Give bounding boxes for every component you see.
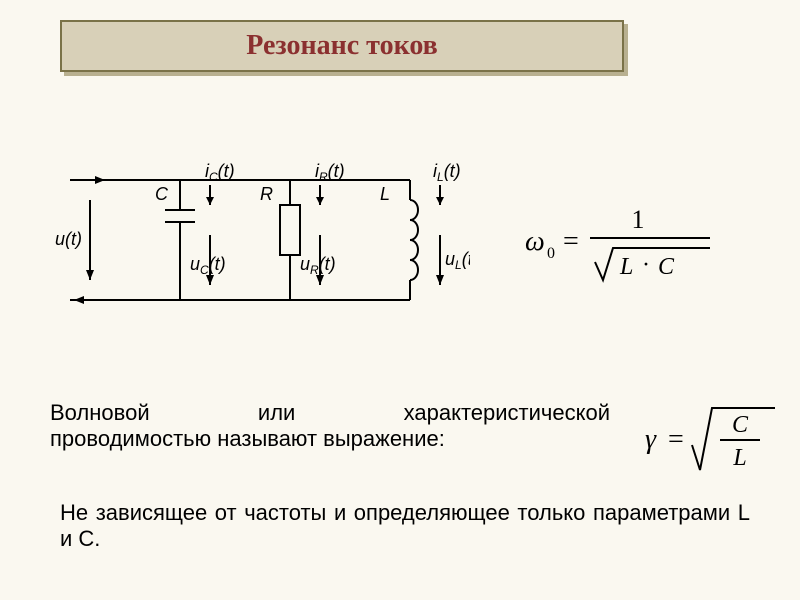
- label-R: R: [260, 184, 273, 204]
- label-L: L: [380, 184, 390, 204]
- formula-omega0: ω 0 = 1 L · C: [520, 200, 740, 295]
- svg-text:L: L: [732, 445, 746, 471]
- formula-gamma: γ = C L: [640, 400, 790, 485]
- svg-text:=: =: [563, 226, 579, 257]
- svg-text:0: 0: [547, 245, 555, 262]
- svg-text:1: 1: [632, 205, 645, 234]
- label-uR: uR(t): [300, 254, 336, 277]
- circuit-svg: u(t) C iC(t) uC(t) R iR(t) uR(t) L iL(t)…: [50, 150, 470, 330]
- svg-text:C: C: [732, 412, 749, 438]
- text1-line2: проводимостью называют выражение:: [50, 426, 610, 452]
- svg-text:γ: γ: [645, 424, 657, 455]
- text1-word1: Волновой: [50, 400, 150, 426]
- label-u: u(t): [55, 229, 82, 249]
- text-wave-conductance: Волновой или характеристической проводим…: [50, 400, 610, 452]
- svg-text:=: =: [668, 424, 684, 455]
- title-box: Резонанс токов: [60, 20, 624, 72]
- label-iL: iL(t): [433, 161, 461, 184]
- label-iC: iC(t): [205, 161, 235, 184]
- label-iR: iR(t): [315, 161, 345, 184]
- svg-text:C: C: [658, 254, 675, 280]
- svg-text:L: L: [619, 254, 633, 280]
- text1-word2: или: [258, 400, 295, 426]
- text-independent: Не зависящее от частоты и определяющее т…: [60, 500, 750, 552]
- label-C: C: [155, 184, 169, 204]
- svg-text:ω: ω: [525, 226, 545, 257]
- circuit-diagram: u(t) C iC(t) uC(t) R iR(t) uR(t) L iL(t)…: [50, 150, 470, 335]
- label-uC: uC(t): [190, 254, 226, 277]
- text1-word3: характеристической: [404, 400, 610, 426]
- page-title: Резонанс токов: [246, 30, 438, 62]
- svg-text:·: ·: [642, 252, 650, 278]
- label-uL: uL(t): [445, 249, 470, 272]
